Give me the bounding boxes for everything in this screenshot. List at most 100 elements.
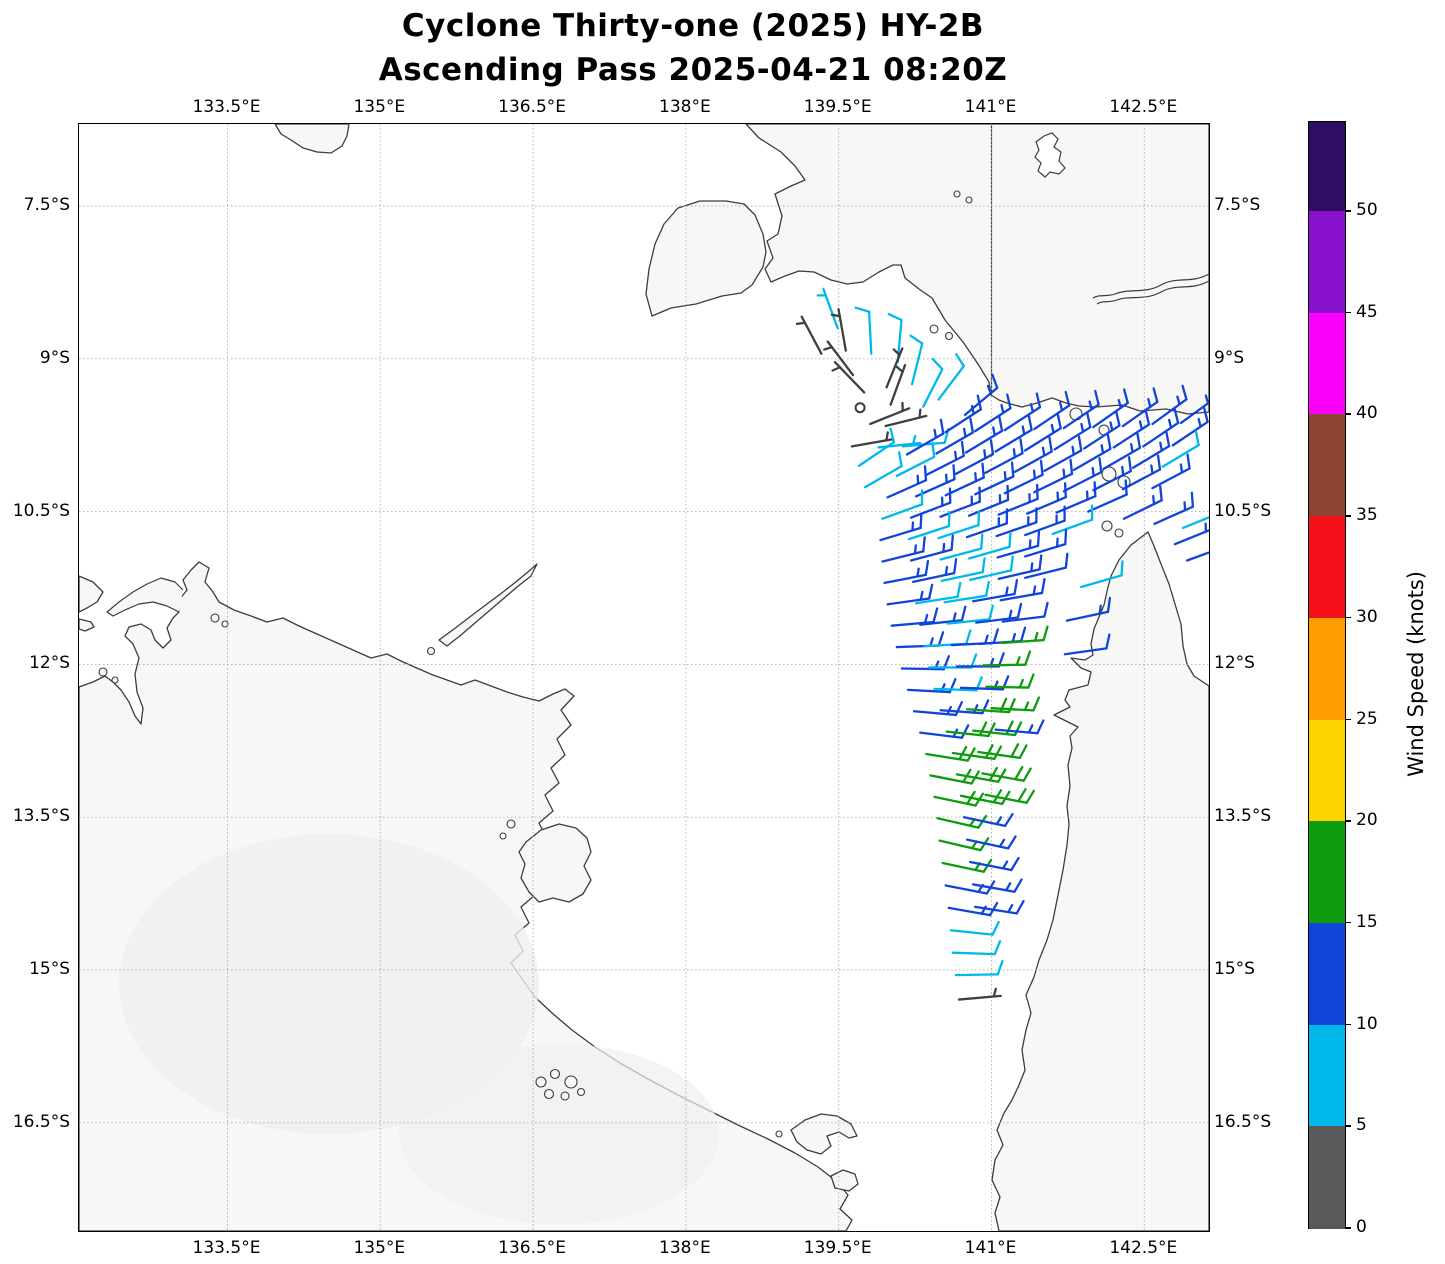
colorbar-segment-30-35	[1309, 516, 1345, 619]
wind-barb	[1053, 412, 1092, 451]
wind-barb	[957, 987, 1002, 1001]
colorbar-axis-label: Wind Speed (knots)	[1396, 121, 1436, 1227]
wind-barb	[1023, 413, 1062, 452]
wind-barb	[1065, 596, 1112, 622]
wind-barb	[886, 465, 928, 499]
wind-barb	[999, 577, 1046, 602]
colorbar-segment-5-10	[1309, 1024, 1345, 1127]
lon-tick-label-bottom: 142.5°E	[1109, 1238, 1178, 1258]
wind-barb	[945, 721, 996, 738]
wind-barb	[1023, 529, 1068, 558]
lon-tick-label-top: 141°E	[964, 97, 1017, 117]
wind-barb	[1092, 388, 1129, 429]
colorbar-tickmark	[1345, 820, 1351, 822]
wind-barb	[883, 559, 930, 585]
wind-barb	[1087, 479, 1128, 513]
colorbar-segment-35-40	[1309, 414, 1345, 517]
wind-barb	[1051, 504, 1094, 536]
lon-tick-label-bottom: 136.5°E	[498, 1238, 567, 1258]
wind-barb	[936, 814, 988, 829]
wind-barb	[1063, 633, 1111, 656]
wind-barb	[939, 533, 984, 561]
wind-barb	[938, 837, 990, 852]
colorbar-label-text: Wind Speed (knots)	[1404, 571, 1428, 777]
colorbar-tickmark	[1345, 210, 1351, 212]
wind-barb	[869, 401, 911, 426]
colorbar	[1308, 121, 1346, 1229]
wind-barb	[1092, 456, 1132, 492]
wind-barb	[1023, 505, 1066, 537]
wind-barb	[994, 414, 1033, 453]
wind-barb	[946, 604, 995, 625]
lat-tick-label-left: 16.5°S	[12, 1111, 70, 1132]
wind-barb	[912, 701, 963, 717]
wind-barb	[968, 555, 1014, 582]
wind-barb	[864, 451, 903, 489]
wind-barb	[1033, 390, 1071, 431]
wind-barb	[1072, 433, 1112, 471]
wind-barb	[881, 489, 924, 520]
colorbar-tickmark	[1345, 1227, 1351, 1229]
wind-barb	[995, 507, 1038, 538]
wind-barb	[919, 605, 967, 626]
colorbar-tick-label: 0	[1356, 1217, 1367, 1237]
wind-barb	[972, 720, 1023, 737]
wind-barb	[854, 306, 873, 355]
wind-barb	[974, 461, 1015, 496]
colorbar-tickmark	[1345, 311, 1351, 314]
wind-barb	[1121, 454, 1162, 491]
wind-barb	[914, 581, 962, 605]
wind-barb	[1151, 384, 1188, 426]
wind-barb	[1043, 435, 1083, 473]
wind-barb	[967, 531, 1012, 560]
lat-tick-label-left: 15°S	[29, 959, 70, 979]
lat-tick-label-right: 7.5°S	[1214, 195, 1261, 215]
colorbar-tickmark	[1345, 616, 1351, 619]
wind-barb	[922, 357, 944, 408]
wind-barb	[925, 745, 976, 762]
wind-barb	[972, 878, 1023, 893]
lon-tick-label-top: 135°E	[353, 97, 406, 117]
wind-barb	[1083, 410, 1121, 450]
calm-wind-circle	[854, 402, 866, 414]
lon-tick-label-bottom: 141°E	[964, 1238, 1017, 1258]
wind-barb	[1079, 560, 1124, 589]
wind-barb	[1161, 430, 1200, 468]
wind-barb	[895, 441, 936, 478]
colorbar-tickmark	[1345, 718, 1351, 720]
wind-barb	[1142, 408, 1180, 448]
wind-barb	[890, 607, 939, 627]
wind-barb	[990, 696, 1041, 712]
colorbar-tick-label: 50	[1356, 200, 1378, 220]
colorbar-tickmark	[1345, 413, 1351, 415]
wind-barb	[964, 415, 1004, 454]
wind-barb	[943, 580, 990, 604]
lat-tick-label-right: 9°S	[1214, 347, 1245, 368]
wind-barb	[884, 408, 928, 428]
wind-barb	[954, 959, 1004, 977]
wind-barb	[1003, 459, 1044, 495]
wind-barb	[911, 558, 958, 584]
colorbar-tick-label: 35	[1356, 505, 1378, 526]
lon-tick-label-top: 136.5°E	[498, 97, 567, 117]
wind-barb	[977, 743, 1028, 760]
wind-barb	[1122, 485, 1163, 520]
wind-barb	[944, 394, 983, 434]
wind-barb	[909, 334, 924, 386]
lat-tick-label-left: 10.5°S	[12, 500, 70, 521]
wind-barb	[823, 340, 855, 377]
wind-barb	[1121, 387, 1159, 428]
wind-barb	[963, 373, 999, 416]
wind-barb	[905, 418, 945, 456]
wind-barb	[1181, 516, 1209, 530]
lon-tick-label-top: 133.5°E	[192, 97, 261, 117]
wind-barb	[886, 583, 934, 606]
wind-barb	[939, 486, 981, 518]
lat-tick-label-right: 16.5°S	[1214, 1111, 1272, 1132]
wind-barb	[951, 744, 1003, 761]
colorbar-tickmark	[1345, 921, 1351, 924]
colorbar-tick-label: 40	[1356, 403, 1378, 424]
wind-barb	[974, 900, 1025, 915]
wind-barb	[985, 673, 1035, 689]
